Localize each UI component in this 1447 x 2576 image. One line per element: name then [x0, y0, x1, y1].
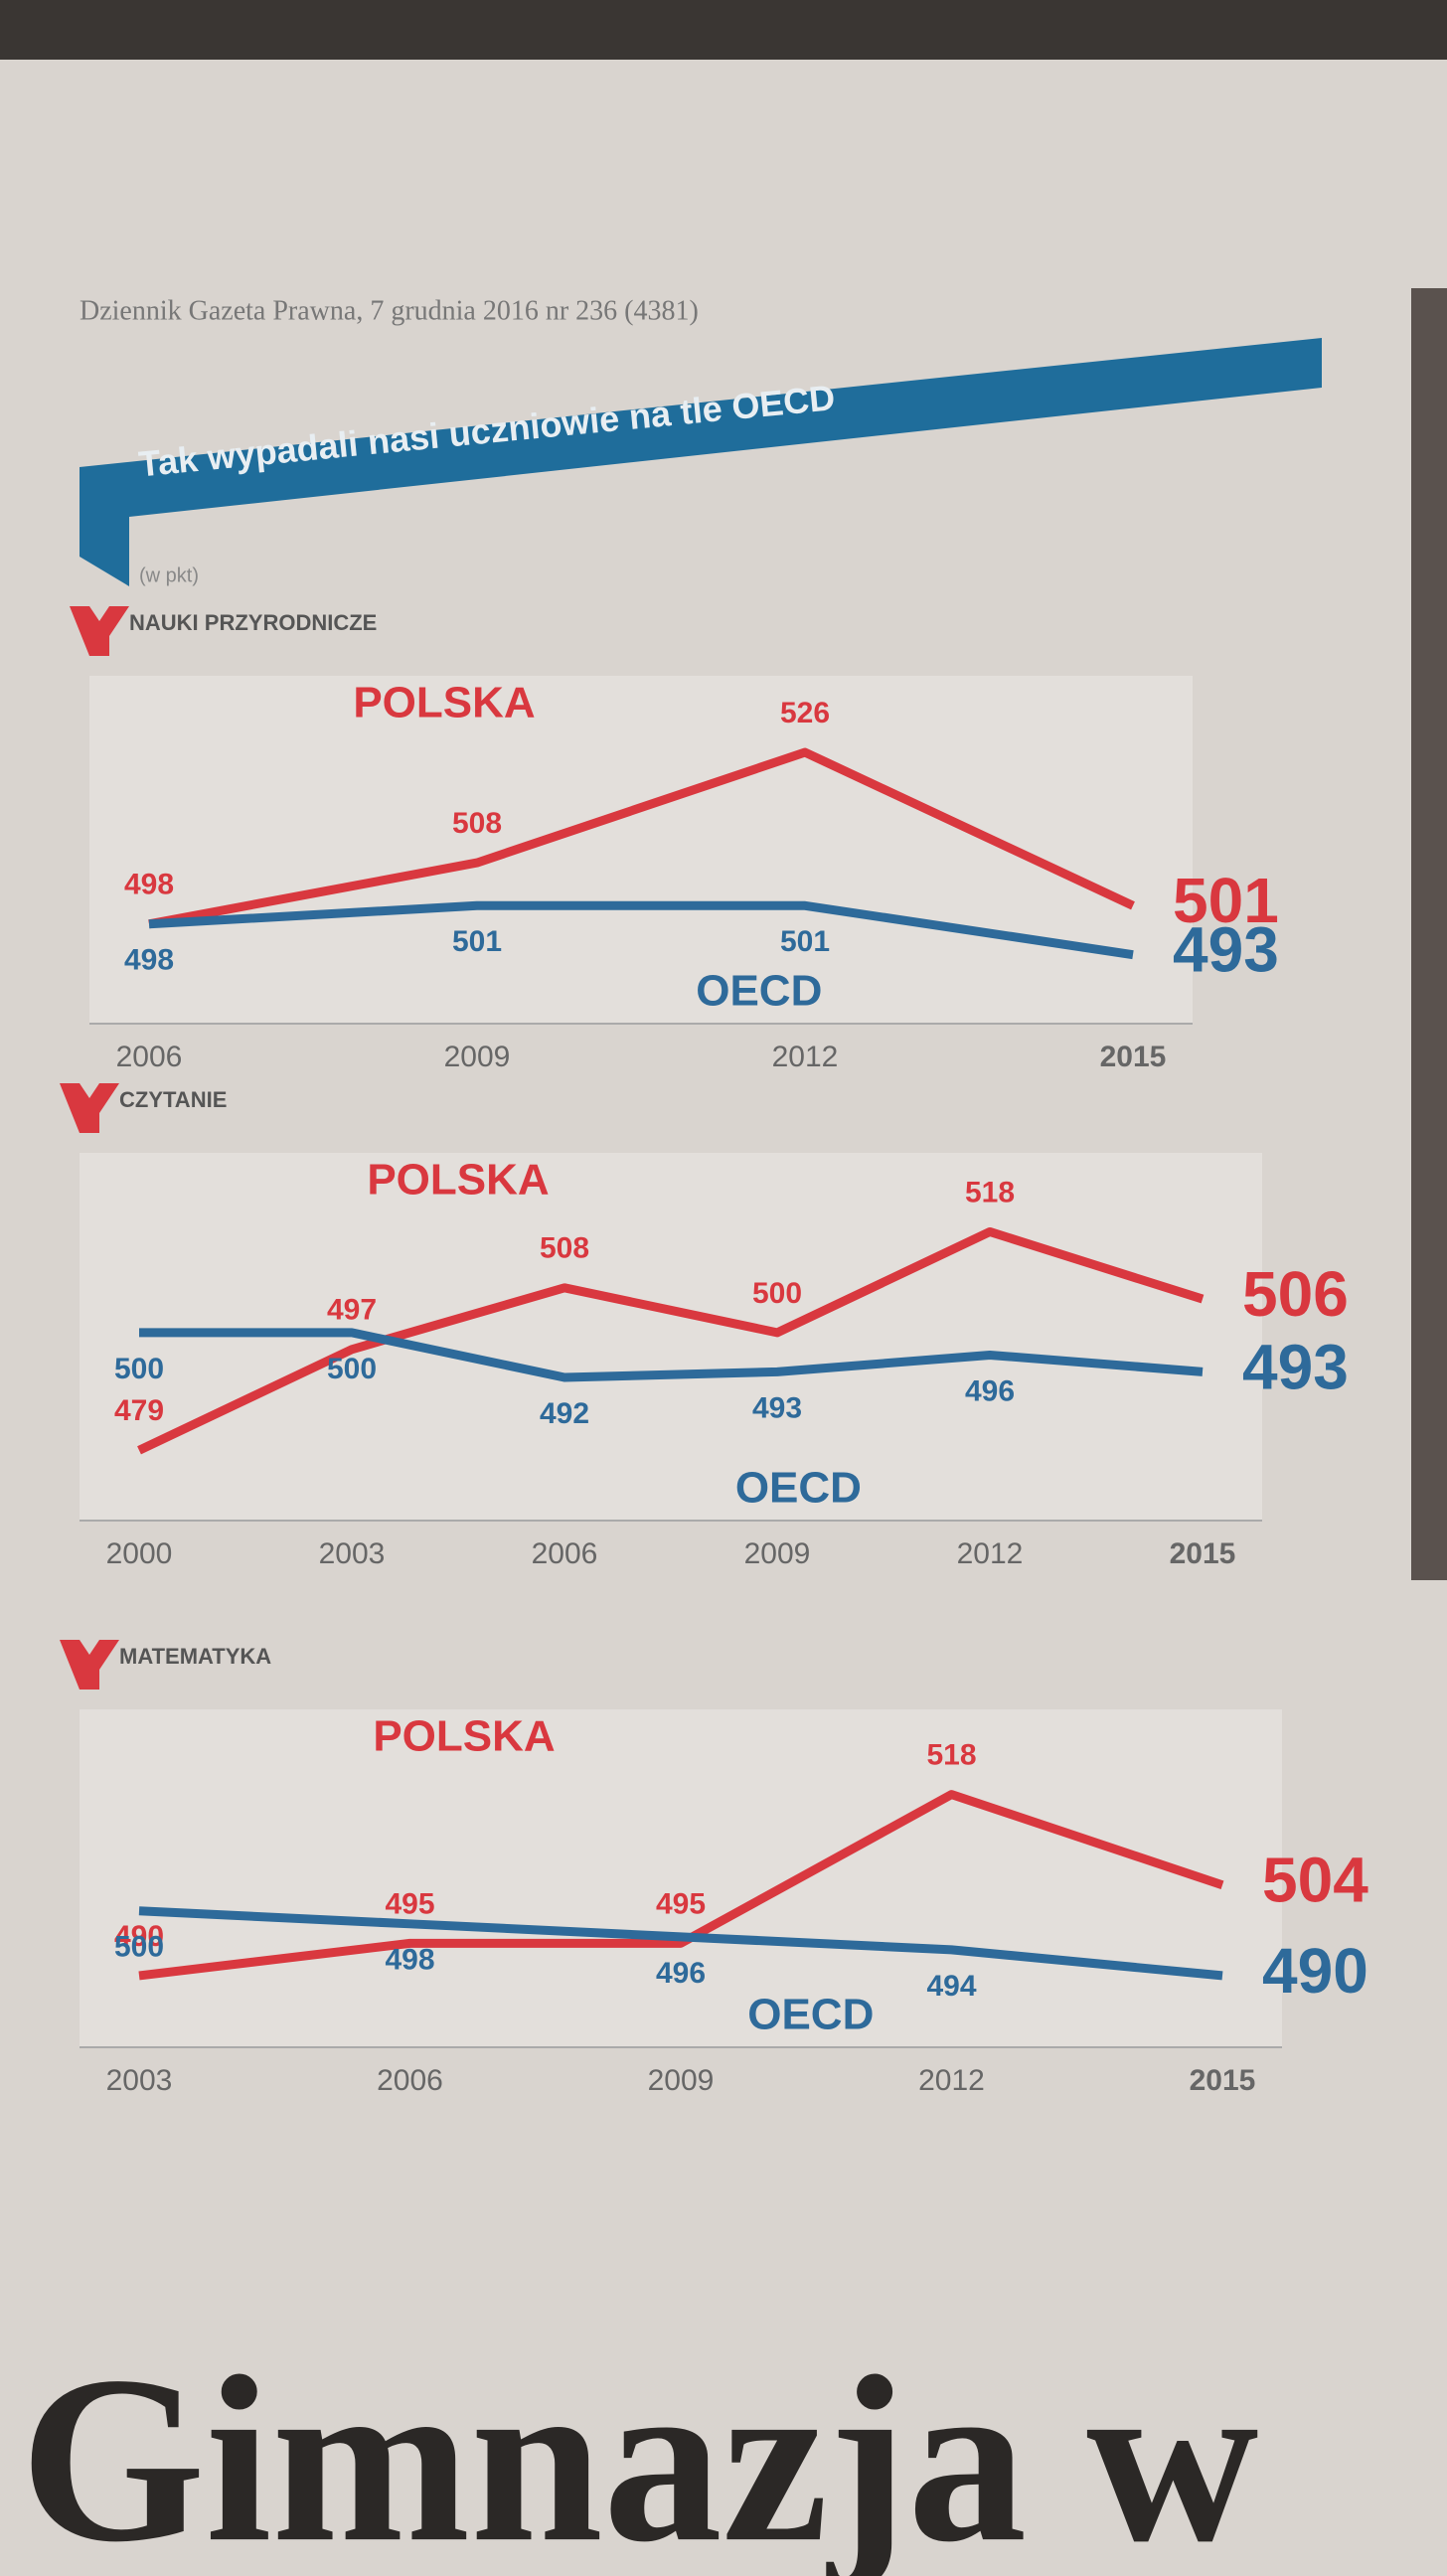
x-tick-label: 2006 — [377, 2064, 443, 2097]
chart-title: NAUKI PRZYRODNICZE — [129, 610, 377, 635]
section-icon — [70, 606, 129, 656]
data-label: 492 — [540, 1397, 589, 1430]
data-label: 506 — [1242, 1258, 1349, 1330]
data-label: 518 — [926, 1739, 976, 1772]
data-label: 504 — [1262, 1845, 1368, 1916]
publication-line: Dziennik Gazeta Prawna, 7 grudnia 2016 n… — [80, 295, 699, 326]
x-tick-label: 2012 — [772, 1041, 839, 1073]
x-tick-label: 2012 — [957, 1537, 1024, 1570]
series-name: OECD — [747, 1991, 874, 2039]
series-line — [148, 747, 1135, 929]
series-line — [148, 900, 1134, 960]
x-tick-label: 2003 — [106, 2064, 173, 2097]
data-label: 498 — [124, 869, 174, 901]
data-label: 498 — [385, 1944, 434, 1977]
x-tick-label: 2006 — [532, 1537, 598, 1570]
chart-title: CZYTANIE — [119, 1087, 227, 1112]
x-tick-label: 2012 — [918, 2064, 985, 2097]
x-tick-label: 2009 — [744, 1537, 811, 1570]
data-label: 508 — [540, 1232, 589, 1265]
title-banner — [80, 338, 1322, 586]
series-name: OECD — [735, 1464, 862, 1513]
x-tick-label: 2015 — [1170, 1537, 1236, 1570]
data-label: 495 — [385, 1887, 434, 1920]
data-label: 494 — [926, 1970, 976, 2003]
series-name: POLSKA — [373, 1712, 555, 1761]
data-label: 496 — [656, 1957, 706, 1990]
data-label: 490 — [1262, 1935, 1368, 2007]
x-tick-label: 2003 — [319, 1537, 386, 1570]
plot-background — [89, 676, 1193, 1024]
data-label: 497 — [327, 1294, 377, 1327]
chart-title: MATEMATYKA — [119, 1644, 271, 1669]
data-label: 479 — [114, 1394, 164, 1427]
data-label: 496 — [965, 1374, 1015, 1407]
data-label: 526 — [780, 697, 830, 729]
data-label: 498 — [124, 944, 174, 977]
x-tick-label: 2015 — [1100, 1041, 1167, 1073]
data-label: 518 — [965, 1176, 1015, 1208]
series-name: OECD — [696, 967, 822, 1016]
x-tick-label: 2000 — [106, 1537, 173, 1570]
section-icon — [60, 1083, 119, 1133]
data-label: 493 — [752, 1391, 802, 1424]
series-line — [137, 1226, 1205, 1455]
data-label: 495 — [656, 1887, 706, 1920]
data-label: 508 — [452, 807, 502, 840]
data-label: 500 — [752, 1277, 802, 1310]
x-tick-label: 2015 — [1190, 2064, 1256, 2097]
series-name: POLSKA — [353, 679, 535, 727]
data-label: 493 — [1173, 914, 1279, 986]
headline: Gimnazja w — [20, 2327, 1259, 2576]
series-line — [139, 1328, 1204, 1382]
data-label: 501 — [1173, 865, 1279, 936]
series-line — [138, 1790, 1224, 1981]
data-label: 501 — [452, 925, 502, 958]
plot-background — [80, 1709, 1282, 2047]
data-label: 500 — [327, 1353, 377, 1385]
series-line — [138, 1906, 1223, 1981]
series-name: POLSKA — [367, 1156, 549, 1205]
data-label: 493 — [1242, 1331, 1349, 1402]
data-label: 501 — [780, 925, 830, 958]
data-label: 500 — [114, 1353, 164, 1385]
x-tick-label: 2009 — [444, 1041, 511, 1073]
data-label: 490 — [114, 1920, 164, 1953]
data-label: 500 — [114, 1931, 164, 1964]
x-tick-label: 2009 — [648, 2064, 715, 2097]
page-edge — [1411, 288, 1447, 1580]
unit-label: (w pkt) — [139, 564, 199, 586]
section-icon — [60, 1640, 119, 1690]
x-tick-label: 2006 — [116, 1041, 183, 1073]
